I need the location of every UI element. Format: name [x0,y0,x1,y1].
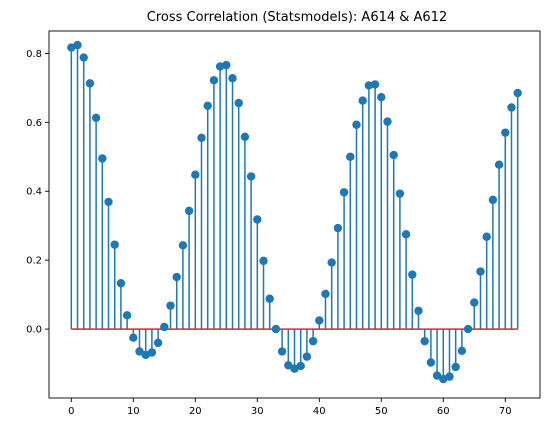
chart-title: Cross Correlation (Statsmodels): A614 & … [147,10,448,25]
stem-marker [166,301,175,310]
stem-marker [333,223,343,233]
stem-marker [98,154,107,163]
stem-marker [147,348,157,357]
x-tick-label: 70 [499,406,512,417]
stem-marker [153,338,163,348]
stem-marker [408,270,417,279]
stem-marker [494,160,504,169]
stem-marker [426,358,436,367]
y-tick-label: 0.8 [26,49,42,60]
stem-marker [352,120,361,129]
stem-marker [104,197,113,207]
stem-marker [228,74,237,83]
stem-marker [389,150,398,160]
stem-marker [265,294,274,303]
stem-marker [178,241,188,250]
stem-marker [507,103,516,112]
stem-marker [401,230,411,239]
stem-marker [364,81,374,90]
x-tick-label: 60 [437,406,450,417]
stem-marker [222,60,231,70]
stem-marker [191,170,200,179]
x-tick-label: 20 [189,406,202,417]
stem-marker [284,361,293,370]
stem-marker [327,258,336,267]
stem-marker [308,336,318,346]
stem-marker [160,322,169,332]
stem-marker [482,232,491,241]
stem-marker [172,272,181,282]
stem-marker [315,316,324,325]
stem-marker [321,289,330,299]
stem-marker [259,256,268,266]
stem-marker [271,324,281,334]
stem-marker [451,362,460,372]
stem-marker [277,347,287,356]
stem-marker [203,101,212,110]
stem-marker [414,306,423,316]
x-tick-label: 30 [251,406,264,417]
stem-marker [253,215,262,224]
stem-marker [358,96,367,105]
x-tick-label: 0 [68,406,74,417]
stem-marker [395,189,405,198]
stem-marker [79,53,88,62]
stem-marker [501,128,510,137]
y-tick-label: 0.6 [26,118,42,129]
stem-marker [234,98,243,108]
x-tick-label: 40 [313,406,326,417]
y-tick-label: 0.0 [26,325,42,336]
stem-marker [240,132,250,141]
stem-marker [209,76,219,85]
stem-marker [91,113,101,123]
stem-marker [197,133,206,143]
stem-marker [85,79,95,88]
stem-marker [184,206,194,216]
stem-marker [377,92,386,102]
stem-marker [445,372,454,381]
stem-marker [457,346,467,355]
stem-marker [135,347,144,356]
stem-marker [476,267,485,276]
axes-frame [48,30,541,399]
x-tick-label: 50 [375,406,388,417]
stem-marker [296,361,305,371]
stem-marker [432,371,442,380]
plot-area [67,40,522,384]
stem-marker [383,117,392,126]
stem-marker [122,311,132,320]
stem-marker [302,352,312,361]
stem-marker [110,240,119,249]
stem-marker [463,324,473,334]
stem-marker [513,88,522,98]
stem-marker [116,279,126,288]
y-tick-label: 0.2 [26,256,42,267]
stem-marker [73,40,82,50]
y-tick-label: 0.4 [26,187,42,198]
x-tick-label: 10 [127,406,140,417]
axes: 0 10 20 30 40 50 60 70 0.0 0.2 0.4 0.6 0.8 [26,30,541,417]
stem-marker [370,80,380,89]
stem-marker [470,298,479,307]
stem-marker [129,333,138,342]
stem-marker [488,195,498,205]
stem-marker [339,188,349,197]
stem-marker [420,336,429,346]
stem-marker [246,172,256,181]
stem-marker [346,152,355,161]
